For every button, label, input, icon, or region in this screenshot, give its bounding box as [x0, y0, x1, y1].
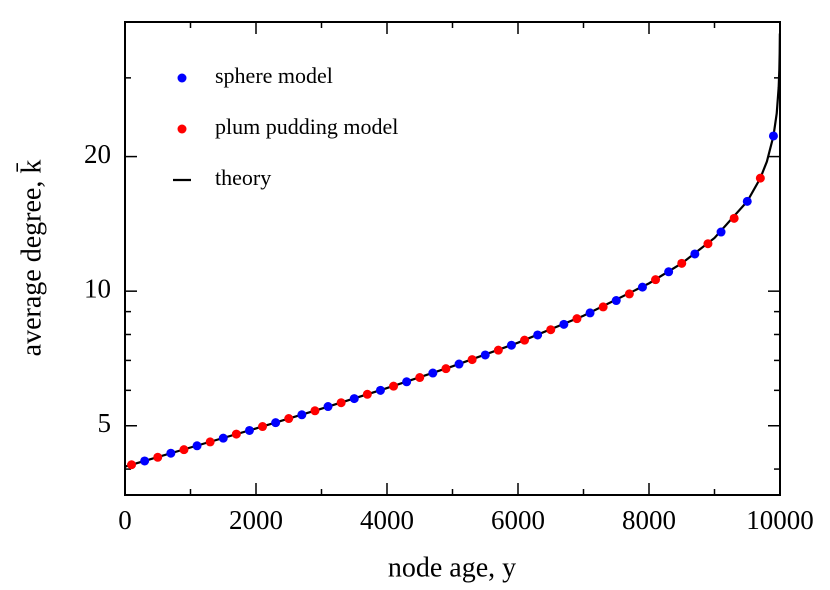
- plot-frame: [124, 21, 781, 496]
- data-point: [192, 441, 202, 451]
- data-point: [703, 239, 713, 249]
- data-point: [520, 335, 530, 345]
- data-point: [231, 429, 241, 439]
- data-point: [664, 267, 674, 277]
- legend-label: plum pudding model: [215, 114, 398, 139]
- data-point: [205, 437, 215, 447]
- data-point: [480, 350, 490, 360]
- data-point: [428, 368, 438, 378]
- data-point: [415, 373, 425, 383]
- data-point: [375, 385, 385, 395]
- y-tick-label: 20: [84, 139, 111, 169]
- data-point: [690, 249, 700, 259]
- data-point: [323, 402, 333, 412]
- data-point: [454, 359, 464, 369]
- data-point: [179, 445, 189, 455]
- data-point: [755, 173, 765, 183]
- data-point: [624, 289, 634, 299]
- data-point: [297, 410, 307, 420]
- data-point: [258, 422, 268, 432]
- x-tick-label: 10000: [746, 505, 814, 535]
- data-point: [349, 394, 359, 404]
- data-point: [546, 325, 556, 335]
- data-point: [467, 355, 477, 365]
- data-point: [585, 308, 595, 318]
- data-point: [729, 213, 739, 223]
- legend-marker: [177, 124, 187, 134]
- data-point: [284, 414, 294, 424]
- data-point: [611, 296, 621, 306]
- x-tick-label: 8000: [622, 505, 676, 535]
- data-point: [271, 418, 281, 428]
- x-tick-label: 6000: [491, 505, 545, 535]
- data-point: [677, 258, 687, 268]
- theory-line: [125, 33, 780, 468]
- data-point: [651, 275, 661, 285]
- data-point: [336, 398, 346, 408]
- data-point: [218, 433, 228, 443]
- legend-label: sphere model: [215, 63, 333, 88]
- data-point: [506, 340, 516, 350]
- data-point: [742, 196, 752, 206]
- y-tick-label: 10: [84, 273, 111, 303]
- data-point: [140, 456, 150, 466]
- data-point: [637, 282, 647, 292]
- data-point: [153, 452, 163, 462]
- y-axis-label: average degree, k̄: [16, 160, 47, 357]
- plot-area: [125, 33, 780, 470]
- data-point: [402, 377, 412, 387]
- data-point: [244, 425, 254, 435]
- data-point: [598, 302, 608, 312]
- data-point: [493, 345, 503, 355]
- data-point: [768, 131, 778, 141]
- data-point: [389, 381, 399, 391]
- legend-marker: [177, 73, 187, 83]
- y-tick-label: 5: [98, 408, 112, 438]
- data-point: [533, 330, 543, 340]
- data-point: [559, 319, 569, 329]
- data-point: [127, 460, 137, 470]
- data-point: [572, 314, 582, 324]
- x-tick-label: 0: [118, 505, 132, 535]
- data-point: [166, 448, 176, 458]
- data-point: [441, 364, 451, 374]
- legend-label: theory: [215, 165, 271, 190]
- data-point: [716, 227, 726, 237]
- x-tick-label: 2000: [229, 505, 283, 535]
- x-tick-label: 4000: [360, 505, 414, 535]
- data-point: [310, 406, 320, 416]
- data-point: [362, 389, 372, 399]
- x-axis-label: node age, y: [388, 552, 516, 583]
